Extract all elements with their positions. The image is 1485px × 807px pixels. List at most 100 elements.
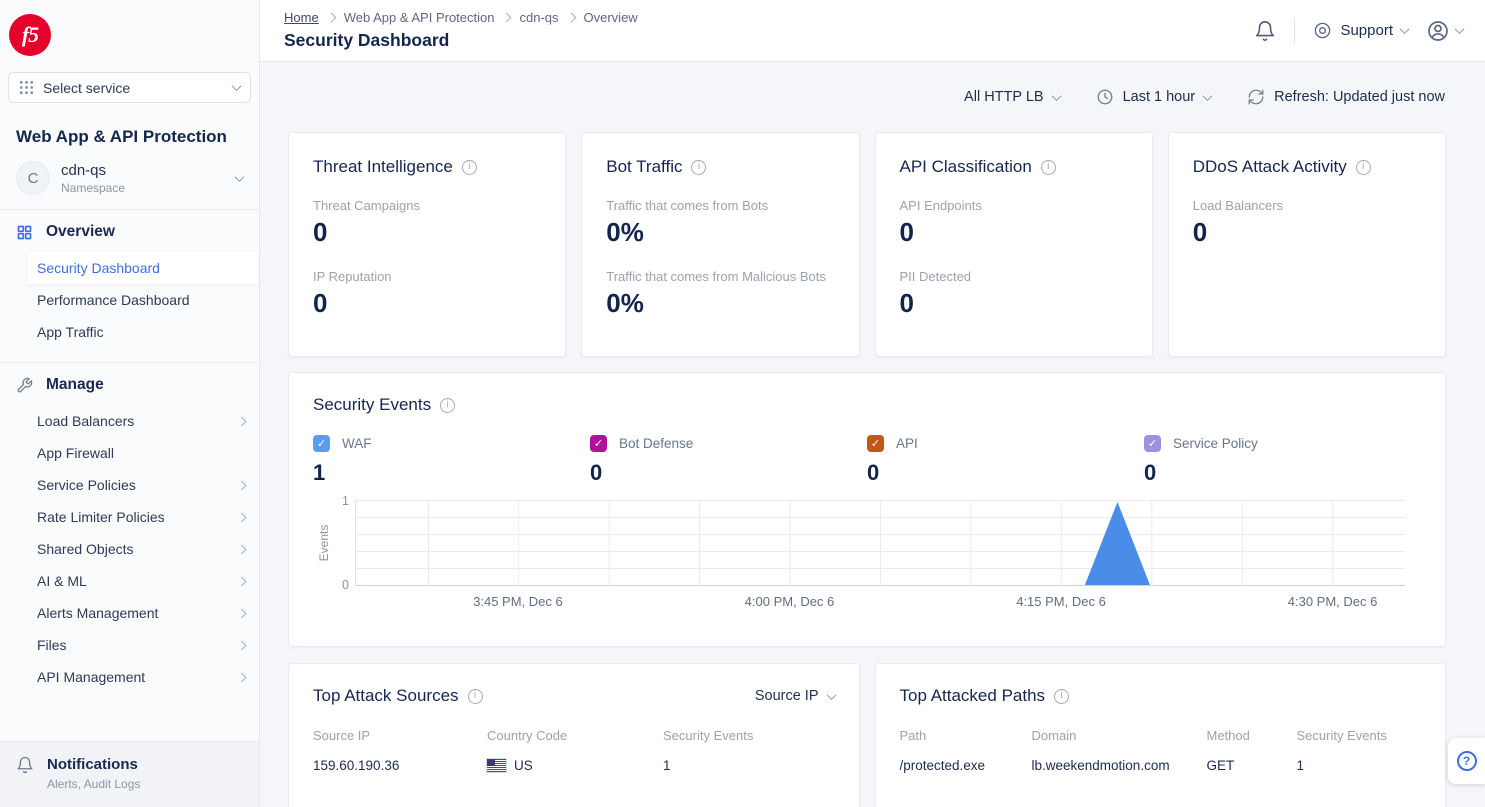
sidebar-item-shared-objects[interactable]: Shared Objects	[0, 533, 259, 565]
notifications-bell-icon[interactable]	[1254, 20, 1276, 42]
info-icon[interactable]	[1355, 159, 1371, 175]
card-title: DDoS Attack Activity	[1192, 157, 1347, 176]
sidebar-item-ai-ml[interactable]: AI & ML	[0, 565, 259, 597]
breadcrumb-item[interactable]: Web App & API Protection	[343, 10, 495, 25]
breadcrumb-separator-icon	[566, 12, 576, 23]
info-icon[interactable]	[461, 159, 477, 175]
time-range-dropdown[interactable]: Last 1 hour	[1096, 88, 1213, 106]
filter-value: 0	[590, 460, 603, 485]
sidebar-notifications[interactable]: Notifications Alerts, Audit Logs	[0, 741, 259, 807]
sidebar-section-manage[interactable]: Manage	[0, 363, 259, 405]
card-title: Bot Traffic	[606, 157, 683, 176]
select-service-dropdown[interactable]: Select service	[8, 72, 251, 103]
account-menu[interactable]	[1426, 19, 1465, 43]
sidebar-item-performance-dashboard[interactable]: Performance Dashboard	[0, 284, 259, 316]
bottom-cards-row: Top Attack Sources Source IP Source IP C…	[288, 663, 1446, 807]
sidebar-item-service-policies[interactable]: Service Policies	[0, 469, 259, 501]
help-button[interactable]	[1448, 738, 1485, 784]
main-content: All HTTP LB Last 1 hour	[260, 62, 1485, 807]
nav-item-label: Files	[37, 637, 67, 653]
column-header: Security Events	[663, 728, 754, 743]
divider	[0, 362, 259, 363]
sidebar-item-app-traffic[interactable]: App Traffic	[0, 316, 259, 348]
waf-checkbox[interactable]	[313, 435, 330, 452]
security-events-cell: 1	[663, 758, 671, 773]
namespace-name: cdn-qs	[61, 161, 107, 179]
metric-label: Load Balancers	[1192, 198, 1284, 213]
sidebar-item-api-management[interactable]: API Management	[0, 661, 259, 693]
filter-value: 0	[867, 460, 880, 485]
security-events-plot[interactable]	[355, 500, 1405, 586]
column-header: Path	[899, 728, 927, 743]
lb-filter-label: All HTTP LB	[964, 89, 1044, 105]
filter-bot-defense: Bot Defense 0	[590, 435, 867, 486]
nav-item-label: App Firewall	[37, 445, 115, 461]
card-bot-traffic: Bot Traffic Traffic that comes from Bots…	[581, 132, 860, 357]
info-icon[interactable]	[691, 159, 707, 175]
divider	[1294, 17, 1296, 44]
filter-label: Service Policy	[1173, 436, 1258, 451]
breadcrumb-home[interactable]: Home	[284, 10, 319, 25]
x-tick-label: 4:15 PM, Dec 6	[1016, 594, 1106, 609]
us-flag-icon	[486, 758, 507, 773]
filter-value: 1	[313, 460, 326, 485]
column-header: Source IP	[313, 728, 371, 743]
sidebar: f5 Select service Web App & API Protecti…	[0, 0, 260, 807]
bot-defense-checkbox[interactable]	[590, 435, 607, 452]
info-icon[interactable]	[467, 688, 483, 704]
f5-logo-text: f5	[21, 22, 39, 47]
chevron-down-icon	[234, 171, 245, 182]
support-label: Support	[1340, 22, 1393, 39]
filter-api: API 0	[867, 435, 1144, 486]
lb-filter-dropdown[interactable]: All HTTP LB	[964, 89, 1062, 105]
sidebar-item-alerts-management[interactable]: Alerts Management	[0, 597, 259, 629]
f5-logo[interactable]: f5	[9, 14, 51, 56]
top-header: Home Web App & API Protection cdn-qs Ove…	[260, 0, 1485, 62]
nav-item-label: Shared Objects	[37, 541, 134, 557]
card-top-attack-sources: Top Attack Sources Source IP Source IP C…	[288, 663, 860, 807]
api-checkbox[interactable]	[867, 435, 884, 452]
chevron-right-icon	[236, 544, 247, 554]
support-menu[interactable]: Support	[1313, 21, 1410, 40]
table-row[interactable]: /protected.exe lb.weekendmotion.com GET …	[900, 758, 1422, 773]
chevron-right-icon	[236, 640, 247, 650]
breadcrumb-item[interactable]: Overview	[583, 10, 638, 25]
header-left: Home Web App & API Protection cdn-qs Ove…	[260, 10, 638, 51]
nav-item-label: Service Policies	[37, 477, 136, 493]
namespace-sublabel: Namespace	[61, 180, 126, 195]
country-cell: US	[486, 758, 663, 773]
service-policy-checkbox[interactable]	[1144, 435, 1161, 452]
source-ip-cell: 159.60.190.36	[313, 758, 400, 773]
x-tick-label: 3:45 PM, Dec 6	[473, 594, 563, 609]
table-row[interactable]: 159.60.190.36 US 1	[313, 758, 835, 773]
sidebar-item-app-firewall[interactable]: App Firewall	[0, 437, 259, 469]
column-header: Country Code	[487, 728, 568, 743]
metric-label: Traffic that comes from Malicious Bots	[606, 269, 826, 284]
sidebar-item-load-balancers[interactable]: Load Balancers	[0, 405, 259, 437]
filter-label: Bot Defense	[619, 436, 694, 451]
time-range-label: Last 1 hour	[1122, 89, 1196, 105]
sidebar-item-rate-limiter-policies[interactable]: Rate Limiter Policies	[0, 501, 259, 533]
metric-label: PII Detected	[899, 269, 972, 284]
info-icon[interactable]	[1054, 688, 1070, 704]
info-icon[interactable]	[1040, 159, 1056, 175]
user-avatar-icon	[1426, 19, 1450, 43]
refresh-button[interactable]: Refresh: Updated just now	[1247, 88, 1445, 106]
divider	[0, 209, 259, 210]
sidebar-item-files[interactable]: Files	[0, 629, 259, 661]
x-tick-label: 4:00 PM, Dec 6	[744, 594, 835, 609]
breadcrumb-item[interactable]: cdn-qs	[519, 10, 559, 25]
y-tick-min: 0	[342, 578, 349, 592]
sidebar-section-overview[interactable]: Overview	[0, 210, 259, 252]
sidebar-item-security-dashboard[interactable]: Security Dashboard	[28, 252, 259, 284]
metric-label: IP Reputation	[313, 269, 392, 284]
apps-grid-icon	[19, 80, 34, 95]
info-icon[interactable]	[440, 397, 456, 413]
help-question-icon	[1456, 751, 1477, 771]
namespace-selector[interactable]: C cdn-qs Namespace	[8, 161, 251, 195]
group-by-dropdown[interactable]: Source IP	[755, 688, 836, 704]
breadcrumb: Home Web App & API Protection cdn-qs Ove…	[284, 10, 638, 25]
card-threat-intelligence: Threat Intelligence Threat Campaigns 0 I…	[288, 132, 567, 357]
metric-value: 0	[1192, 217, 1208, 247]
